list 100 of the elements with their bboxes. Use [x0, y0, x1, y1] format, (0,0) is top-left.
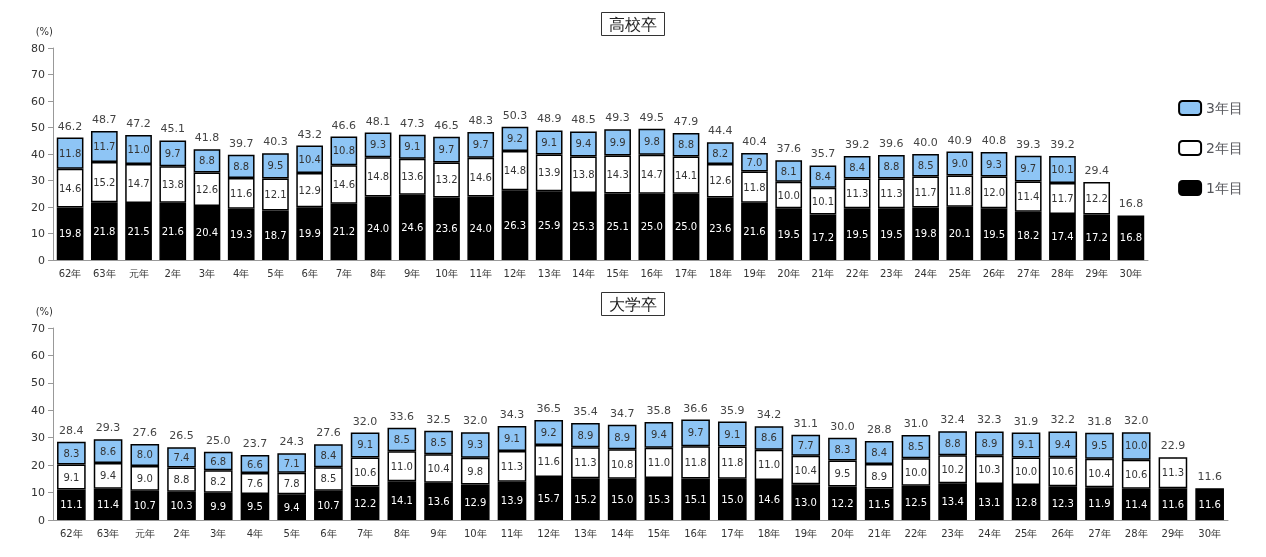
data-label: 21.5	[127, 226, 150, 238]
data-label: 10.0	[1014, 465, 1038, 477]
x-tick-label: 2年	[173, 527, 190, 539]
total-label: 25.0	[205, 433, 231, 447]
data-label: 8.8	[199, 155, 215, 167]
data-label: 11.7	[93, 140, 116, 152]
x-tick-label: 27年	[1016, 267, 1040, 279]
data-label: 17.2	[811, 231, 835, 243]
x-tick-label: 7年	[356, 527, 374, 539]
x-tick-label: 15年	[606, 267, 629, 279]
x-tick-label: 62年	[59, 527, 83, 539]
data-label: 8.4	[320, 450, 337, 462]
total-label: 40.0	[913, 136, 938, 149]
data-label: 10.7	[133, 499, 156, 511]
x-tick-label: 28年	[1124, 527, 1148, 539]
data-label: 14.1	[674, 169, 698, 181]
total-label: 47.2	[126, 116, 151, 130]
data-label: 19.8	[914, 228, 937, 240]
x-tick-label: 21年	[867, 527, 891, 539]
data-label: 10.6	[353, 466, 377, 478]
total-label: 37.6	[776, 142, 801, 156]
data-label: 17.4	[1051, 231, 1074, 243]
data-label: 9.7	[1020, 163, 1037, 175]
y-tick-label: 30	[31, 174, 45, 187]
total-label: 32.2	[1050, 413, 1076, 427]
data-label: 9.5	[1091, 440, 1108, 452]
data-label: 11.0	[390, 460, 413, 472]
data-label: 8.9	[614, 431, 631, 443]
data-label: 9.1	[63, 471, 80, 483]
total-label: 31.0	[903, 416, 929, 430]
data-label: 14.1	[390, 495, 413, 507]
data-label: 13.0	[794, 496, 817, 508]
legend-label: 2年目	[1206, 140, 1244, 156]
data-label: 11.8	[721, 457, 744, 469]
total-label: 30.0	[830, 419, 855, 433]
data-label: 9.4	[575, 138, 592, 150]
data-label: 9.2	[540, 427, 557, 438]
data-label: 14.8	[366, 171, 390, 183]
total-label: 40.3	[263, 135, 288, 149]
data-label: 8.9	[577, 429, 594, 441]
x-tick-label: 13年	[574, 527, 597, 539]
data-label: 24.0	[366, 222, 390, 234]
data-label: 10.4	[1088, 467, 1111, 479]
data-label: 8.6	[100, 445, 117, 457]
data-label: 9.4	[650, 429, 667, 441]
y-tick-label: 10	[31, 486, 45, 500]
data-label: 24.6	[401, 221, 424, 233]
data-label: 7.7	[797, 439, 814, 451]
data-label: 25.9	[538, 220, 561, 232]
x-tick-label: 18年	[708, 267, 732, 279]
y-tick-label: 0	[38, 513, 45, 527]
data-label: 9.1	[724, 428, 741, 440]
x-tick-label: 元年	[128, 267, 149, 279]
total-label: 40.8	[981, 133, 1007, 147]
data-label: 14.6	[58, 182, 82, 194]
data-label: 11.3	[846, 187, 869, 199]
total-label: 32.3	[977, 413, 1002, 427]
data-label: 12.9	[298, 184, 321, 196]
x-tick-label: 25年	[948, 267, 972, 279]
data-label: 24.0	[469, 222, 492, 234]
total-label: 39.6	[879, 137, 904, 151]
data-label: 9.0	[136, 472, 153, 484]
data-label: 15.0	[611, 493, 634, 505]
data-label: 9.8	[643, 136, 660, 148]
total-label: 35.4	[573, 404, 598, 418]
data-label: 15.2	[93, 176, 116, 188]
data-label: 7.1	[283, 457, 300, 469]
data-label: 11.8	[743, 181, 766, 193]
data-label: 18.2	[1017, 230, 1040, 242]
data-label: 25.3	[572, 220, 595, 232]
y-tick-label: 20	[31, 200, 45, 214]
y-tick-label: 40	[31, 147, 45, 161]
data-label: 19.5	[846, 228, 869, 240]
data-label: 15.1	[684, 493, 707, 505]
data-label: 11.4	[1125, 498, 1148, 510]
data-label: 9.7	[472, 139, 489, 151]
data-label: 7.6	[247, 478, 263, 490]
data-label: 21.6	[161, 225, 184, 237]
total-label: 29.4	[1084, 164, 1109, 178]
data-label: 8.9	[871, 470, 888, 482]
total-label: 40.9	[947, 133, 973, 147]
data-label: 9.3	[370, 139, 387, 151]
x-tick-label: 22年	[904, 527, 928, 539]
data-label: 13.8	[161, 178, 184, 190]
data-label: 21.2	[332, 226, 355, 238]
total-label: 33.6	[389, 409, 415, 423]
data-label: 8.8	[678, 139, 694, 151]
x-tick-label: 26年	[1051, 527, 1075, 539]
data-label: 11.5	[868, 498, 891, 510]
total-label: 48.1	[365, 114, 391, 128]
total-label: 28.8	[866, 423, 892, 437]
total-label: 32.0	[352, 414, 378, 428]
data-label: 9.9	[609, 136, 626, 148]
x-tick-label: 12年	[503, 267, 527, 279]
data-label: 26.3	[503, 219, 527, 231]
data-label: 11.8	[948, 185, 971, 197]
total-label: 47.3	[400, 116, 425, 130]
x-tick-label: 8年	[369, 267, 387, 279]
data-label: 11.6	[537, 455, 560, 467]
data-label: 6.8	[210, 455, 227, 467]
